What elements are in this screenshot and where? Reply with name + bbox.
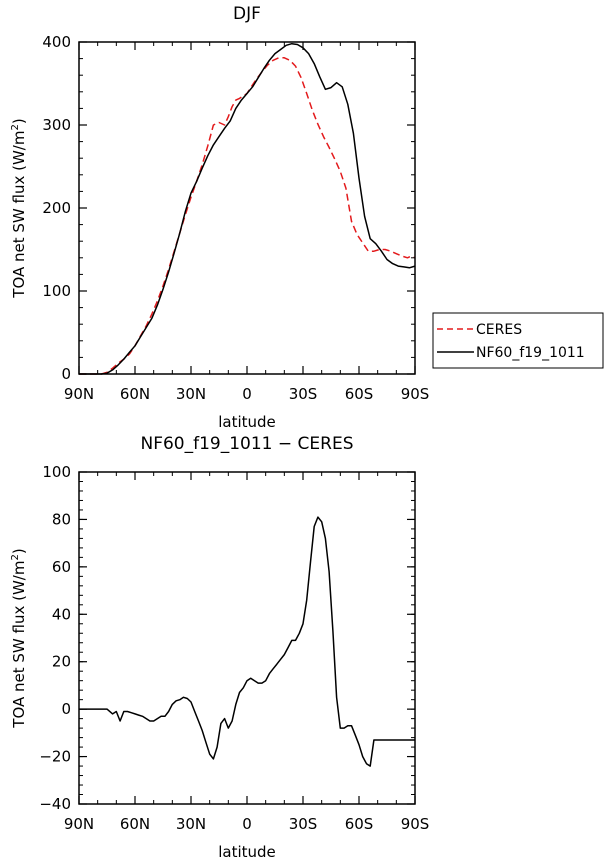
- chart-bottom-y-axis-label-text: TOA net SW flux (W/m: [10, 561, 28, 729]
- chart-top-legend: CERES NF60_f19_1011: [432, 312, 604, 369]
- chart-top-frame: [78, 41, 416, 375]
- chart-bottom-x-ticks: 90N 60N 30N 0 30S 60S 90S: [64, 472, 429, 833]
- chart-bottom-xtick-label: 0: [242, 815, 252, 833]
- chart-bottom-y-axis-label: TOA net SW flux (W/m2): [10, 548, 28, 728]
- chart-bottom-series-0: [79, 516, 415, 767]
- chart-top-title: DJF: [233, 4, 261, 24]
- chart-top-xtick-label: 90S: [401, 385, 430, 403]
- chart-top-x-axis-label: latitude: [218, 413, 276, 431]
- chart-top-ytick-label: 100: [42, 282, 71, 300]
- chart-bottom-ytick-label: −20: [39, 748, 71, 766]
- chart-bottom-ytick-label: 100: [42, 463, 71, 481]
- chart-bottom-y-ticks: −40 −20 0 20 40 60 80 100: [39, 463, 415, 813]
- chart-bottom-ytick-label: 20: [52, 653, 71, 671]
- chart-top-ytick-label: 200: [42, 199, 71, 217]
- chart-bottom-x-axis-label: latitude: [218, 843, 276, 861]
- chart-top-series-layer: [79, 42, 416, 375]
- chart-top-xtick-label: 30N: [176, 385, 206, 403]
- chart-top-y-axis-label-sup: 2: [10, 124, 21, 130]
- chart-top-xtick-label: 60N: [120, 385, 150, 403]
- chart-bottom-frame: [78, 471, 416, 805]
- chart-bottom-xtick-label: 60S: [345, 815, 374, 833]
- chart-top-y-axis-label-text: TOA net SW flux (W/m: [10, 131, 28, 299]
- chart-bottom-ytick-label: 0: [61, 700, 71, 718]
- chart-bottom-xtick-label: 90S: [401, 815, 430, 833]
- chart-top-y-axis-label: TOA net SW flux (W/m2): [10, 118, 28, 298]
- chart-bottom-title: NF60_f19_1011 − CERES: [140, 434, 353, 454]
- chart-bottom-ytick-label: 80: [52, 510, 71, 528]
- chart-top-ytick-label: 300: [42, 116, 71, 134]
- chart-top-ytick-label: 0: [61, 365, 71, 383]
- chart-bottom-y-axis-label-sup: 2: [10, 554, 21, 560]
- chart-bottom-ytick-label: −40: [39, 795, 71, 813]
- chart-top-xtick-label: 90N: [64, 385, 94, 403]
- legend-box: [432, 312, 604, 369]
- chart-top-xtick-label: 0: [242, 385, 252, 403]
- chart-top: DJF 0 100 200 300 400 90N 60N 30N 0 30S 60S 90S la…: [10, 4, 604, 431]
- chart-bottom-ytick-label: 60: [52, 558, 71, 576]
- chart-bottom: NF60_f19_1011 − CERES −40−20020406080100…: [10, 434, 429, 861]
- chart-bottom-series-layer: [79, 516, 415, 767]
- chart-top-xtick-label: 60S: [345, 385, 374, 403]
- chart-bottom-xtick-label: 30S: [289, 815, 318, 833]
- chart-top-series-1: [79, 42, 416, 375]
- chart-bottom-xtick-label: 60N: [120, 815, 150, 833]
- chart-top-y-ticks: 0 100 200 300 400: [42, 33, 415, 383]
- chart-bottom-xtick-label: 90N: [64, 815, 94, 833]
- legend-label-nf60: NF60_f19_1011: [476, 345, 585, 361]
- chart-bottom-y-axis-label-close: ): [10, 548, 28, 554]
- chart-bottom-ytick-label: 40: [52, 605, 71, 623]
- chart-bottom-xtick-label: 30N: [176, 815, 206, 833]
- legend-label-ceres: CERES: [476, 322, 522, 338]
- chart-top-x-ticks: 90N 60N 30N 0 30S 60S 90S: [64, 42, 429, 403]
- chart-top-ytick-label: 400: [42, 33, 71, 51]
- chart-top-xtick-label: 30S: [289, 385, 318, 403]
- chart-top-y-axis-label-close: ): [10, 118, 28, 124]
